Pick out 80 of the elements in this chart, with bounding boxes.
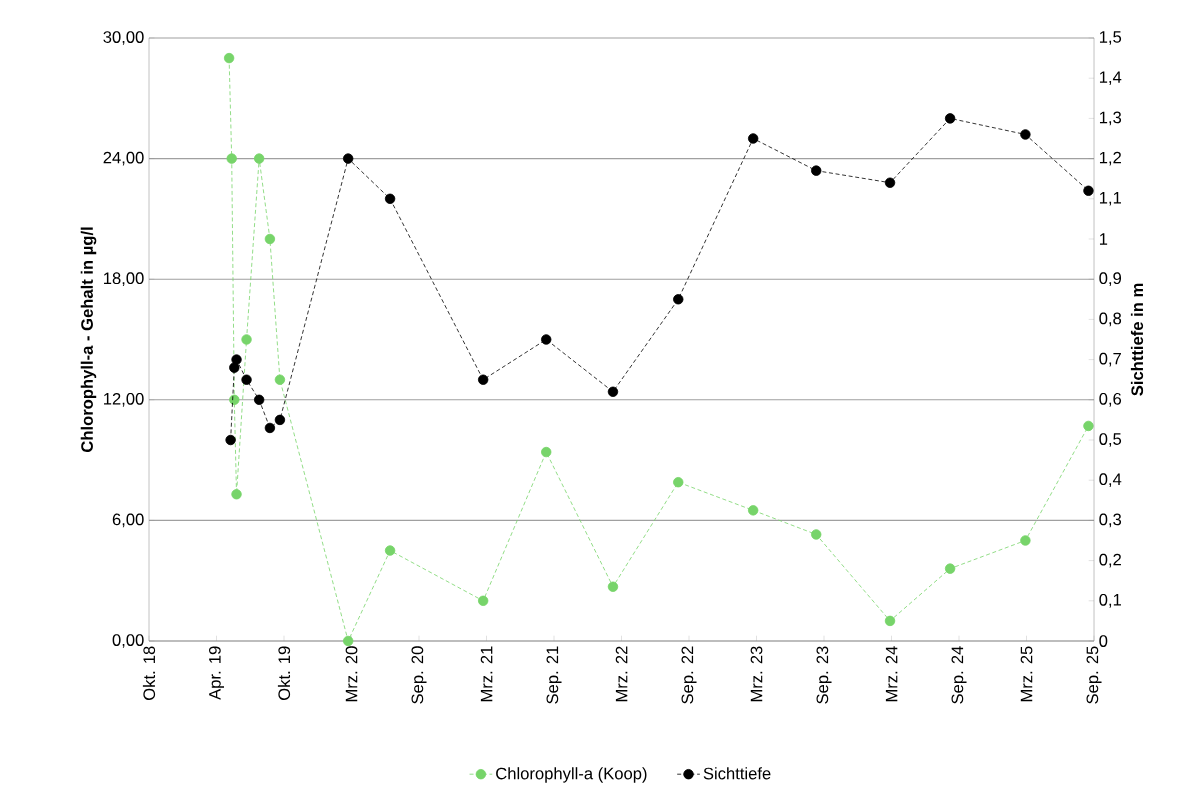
point <box>384 193 396 204</box>
y-tick-label: 18,00 <box>104 272 144 287</box>
point <box>384 545 396 556</box>
point <box>274 374 286 385</box>
point <box>264 422 276 434</box>
y-tick-label: 0,00 <box>112 634 144 648</box>
y-tick-label: 24,00 <box>103 151 144 166</box>
x-tick-label: Okt. 18 <box>142 646 156 700</box>
y-tick-label: 12,00 <box>104 392 144 407</box>
point <box>541 334 552 345</box>
point <box>884 615 896 627</box>
point <box>231 489 242 500</box>
point <box>477 595 489 606</box>
point <box>342 635 354 647</box>
y2-tick-label: 1,2 <box>1099 151 1121 166</box>
point <box>1083 185 1094 196</box>
y2-tick-label: 0,7 <box>1099 352 1121 367</box>
y2-tick-label: 0,2 <box>1099 553 1121 568</box>
point <box>884 177 896 188</box>
point <box>811 529 822 540</box>
x-tick-label: Mrz. 23 <box>750 646 763 702</box>
point <box>229 362 240 373</box>
y2-tick-label: 0 <box>1099 635 1108 647</box>
y-axis-title: Chlorophyll-a - Gehalt in µg/l <box>80 227 97 452</box>
x-tick-label: Sep. 23 <box>816 646 832 704</box>
y2-tick-label: 1,5 <box>1099 31 1122 45</box>
y-tick-label: 6,00 <box>112 513 144 528</box>
point <box>274 414 286 426</box>
point <box>477 374 489 385</box>
x-tick-label: Okt. 19 <box>277 646 291 700</box>
x-tick-label: Mrz. 20 <box>345 646 358 702</box>
point <box>241 334 252 345</box>
point <box>673 477 684 488</box>
y2-tick-label: 0,8 <box>1099 312 1122 327</box>
x-tick-label: Mrz. 24 <box>885 646 898 702</box>
point <box>944 563 956 574</box>
point <box>223 52 235 64</box>
point <box>541 446 552 458</box>
point <box>231 354 242 365</box>
point <box>944 113 956 124</box>
point <box>607 386 619 397</box>
y2-tick-label: 0,9 <box>1099 272 1122 287</box>
point <box>241 374 252 385</box>
point <box>253 153 265 164</box>
y2-tick-label: 0,4 <box>1099 473 1122 488</box>
y2-tick-label: 1 <box>1099 233 1108 245</box>
y2-tick-label: 0,3 <box>1099 513 1122 528</box>
point <box>1020 535 1031 546</box>
x-tick-label: Sep. 21 <box>546 646 562 704</box>
legend-label: Sichttiefe <box>703 767 771 780</box>
x-tick-label: Mrz. 21 <box>480 646 493 702</box>
y2-tick-label: 0,6 <box>1099 392 1122 407</box>
point <box>225 434 236 446</box>
y2-tick-label: 1,3 <box>1099 111 1122 126</box>
x-tick-label: Sep. 22 <box>681 646 697 704</box>
y2-tick-label: 1,1 <box>1099 192 1121 206</box>
point <box>253 394 265 405</box>
point <box>1020 129 1031 140</box>
x-tick-label: Sep. 24 <box>951 646 967 704</box>
point <box>747 505 759 516</box>
x-tick-label: Sep. 25 <box>1086 646 1102 704</box>
x-tick-label: Apr. 19 <box>208 646 225 700</box>
point <box>264 233 276 245</box>
x-tick-label: Mrz. 22 <box>615 646 628 702</box>
point <box>342 153 354 164</box>
x-tick-label: Mrz. 25 <box>1020 646 1033 702</box>
y2-tick-label: 0,1 <box>1099 593 1121 608</box>
point <box>747 133 759 144</box>
point <box>811 165 822 176</box>
point <box>229 394 240 405</box>
point <box>607 581 619 592</box>
point <box>226 153 237 164</box>
point <box>1083 420 1094 432</box>
point <box>673 294 684 305</box>
legend-label: Chlorophyll-a (Koop) <box>496 767 647 783</box>
y2-tick-label: 0,5 <box>1099 433 1122 447</box>
y-tick-label: 30,00 <box>103 31 144 45</box>
x-tick-label: Sep. 20 <box>411 646 427 704</box>
y2-tick-label: 1,4 <box>1099 71 1122 85</box>
y2-axis-title: Sichttiefe in m <box>1130 283 1144 396</box>
